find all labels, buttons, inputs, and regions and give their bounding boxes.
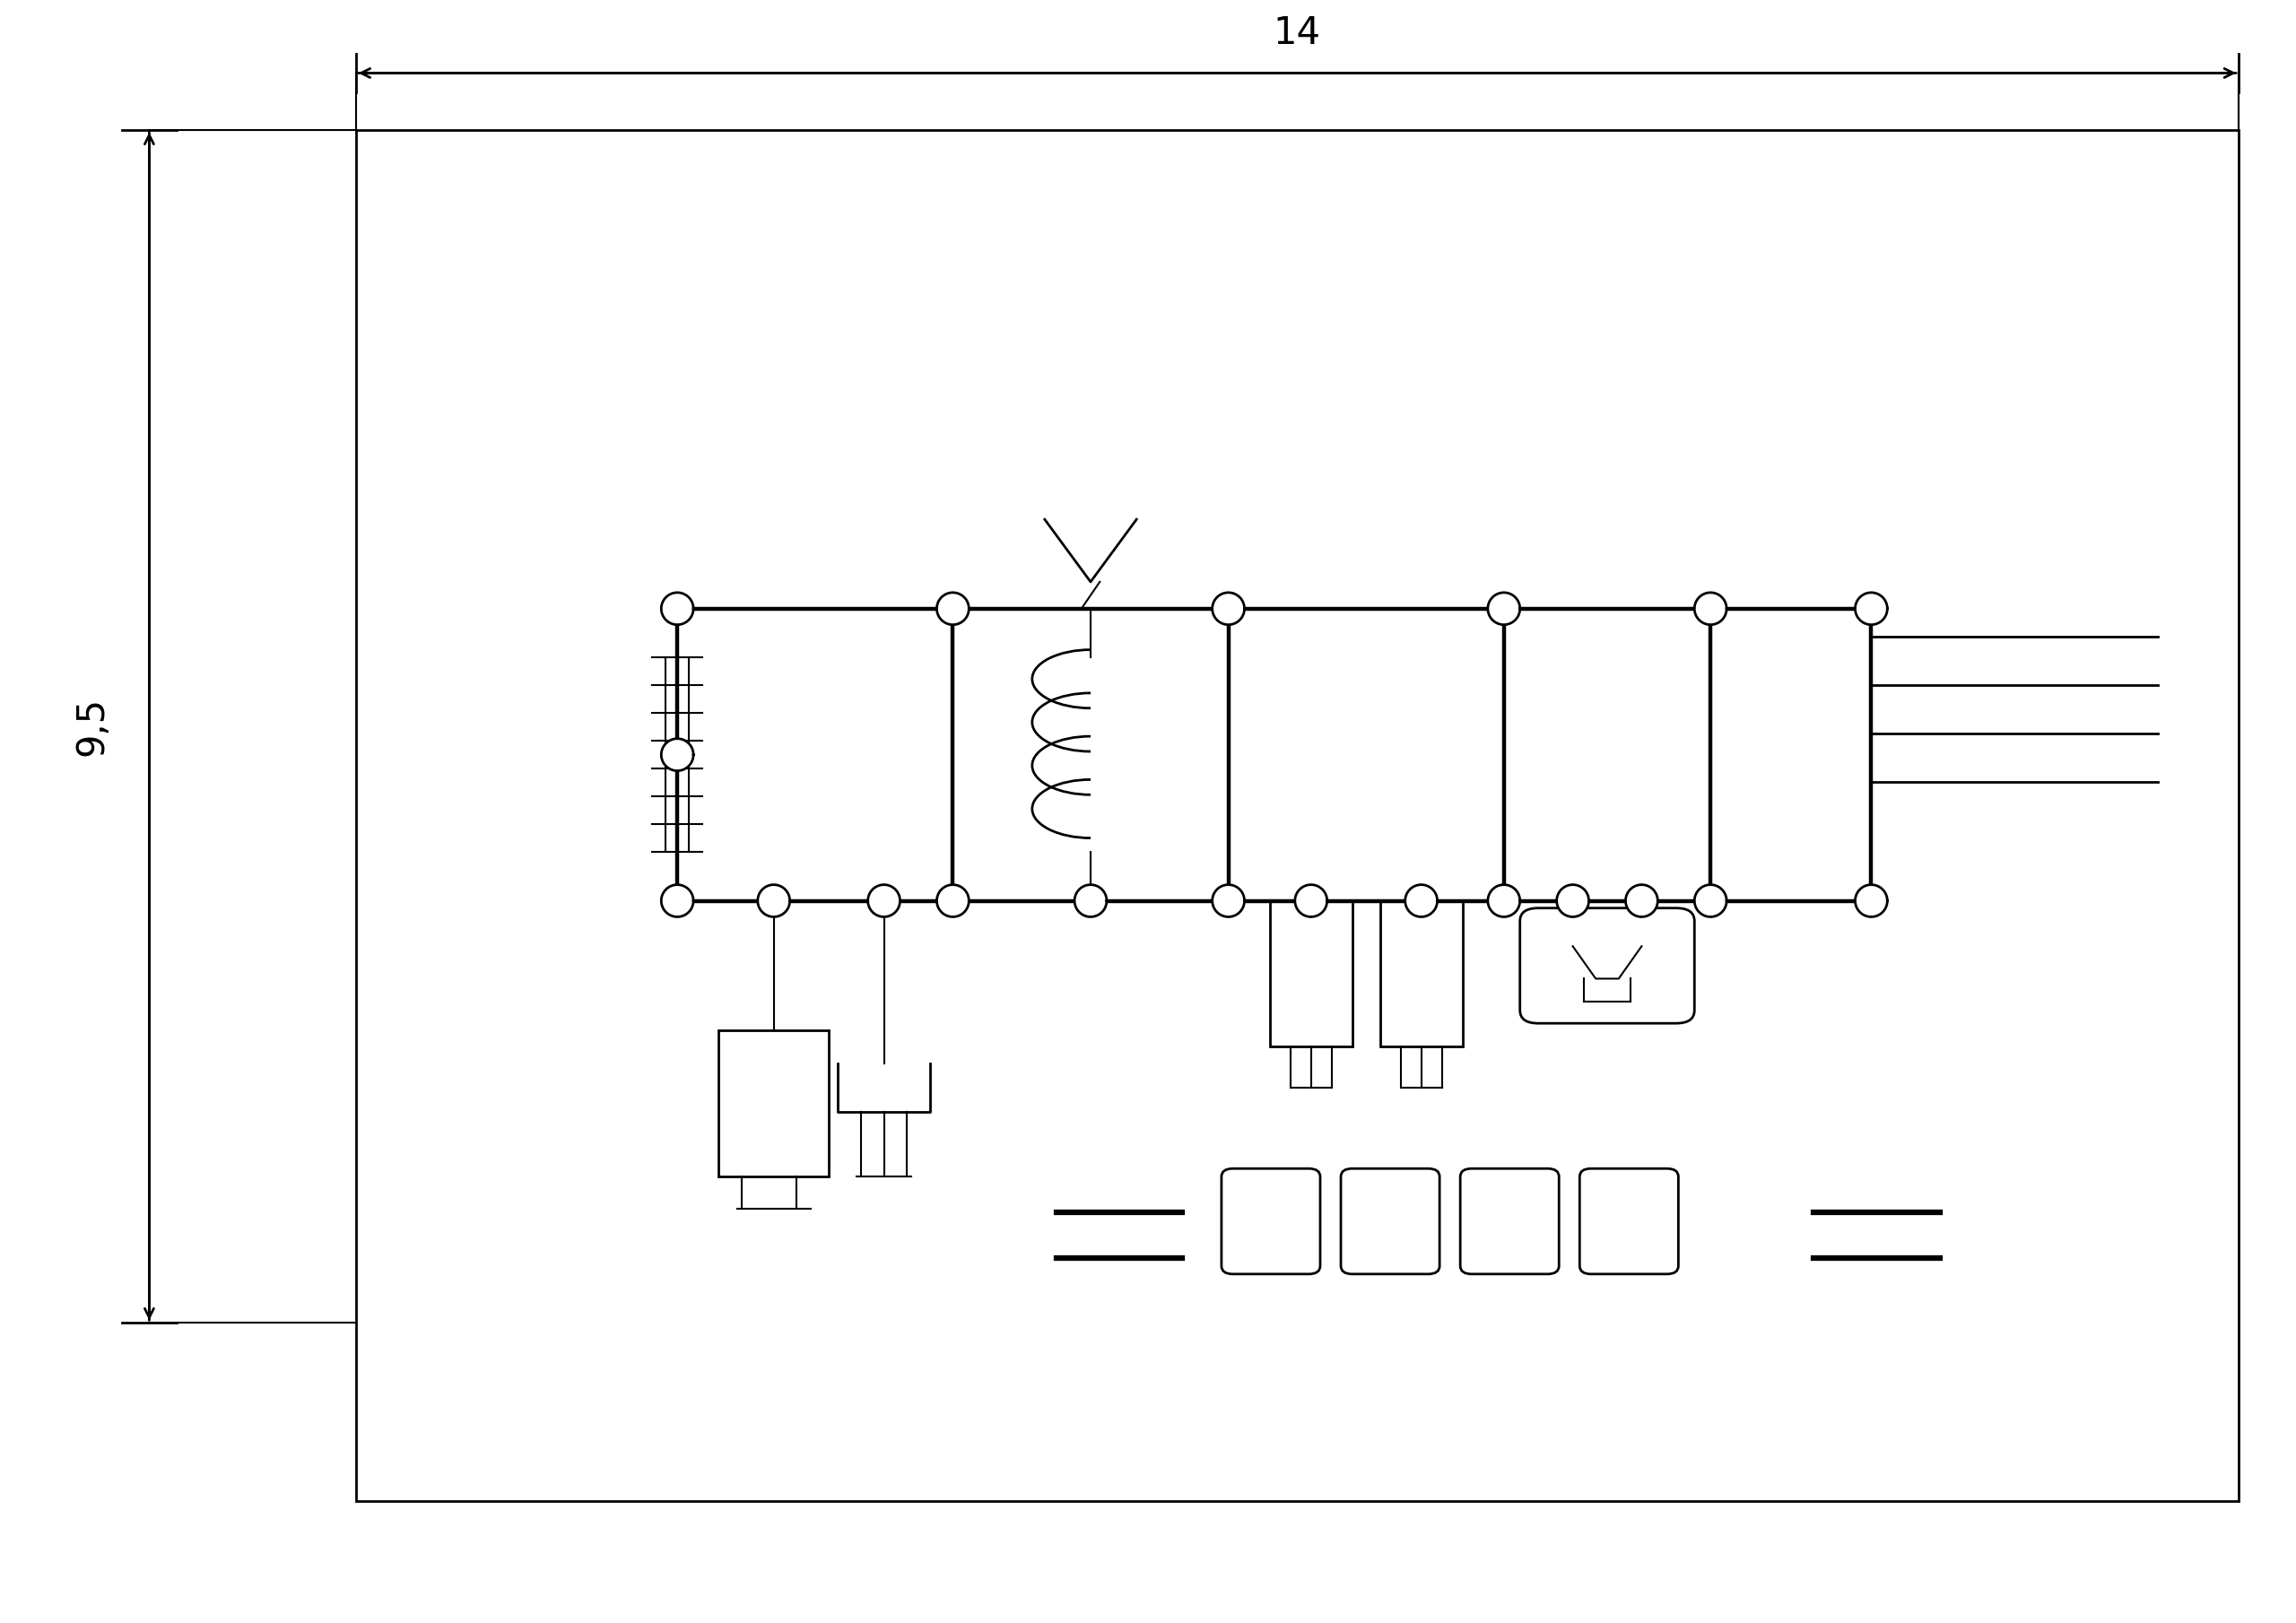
Polygon shape [868, 885, 900, 917]
Polygon shape [1488, 592, 1520, 625]
Polygon shape [1694, 885, 1727, 917]
Polygon shape [1212, 885, 1244, 917]
Text: 14: 14 [1274, 15, 1320, 52]
Polygon shape [758, 885, 790, 917]
Polygon shape [1212, 592, 1244, 625]
Polygon shape [1855, 592, 1887, 625]
Polygon shape [1488, 885, 1520, 917]
Polygon shape [1295, 885, 1327, 917]
Polygon shape [1075, 885, 1107, 917]
Bar [356, 130, 2239, 1501]
Polygon shape [1694, 592, 1727, 625]
Polygon shape [1557, 885, 1589, 917]
Polygon shape [1855, 885, 1887, 917]
Polygon shape [937, 592, 969, 625]
Polygon shape [1626, 885, 1658, 917]
Polygon shape [661, 592, 693, 625]
Bar [1380, 901, 1463, 1047]
Polygon shape [1405, 885, 1437, 917]
Polygon shape [937, 885, 969, 917]
Polygon shape [661, 885, 693, 917]
Bar [719, 1031, 829, 1177]
Polygon shape [661, 738, 693, 771]
Text: 9,5: 9,5 [73, 696, 110, 756]
Bar [1270, 901, 1352, 1047]
